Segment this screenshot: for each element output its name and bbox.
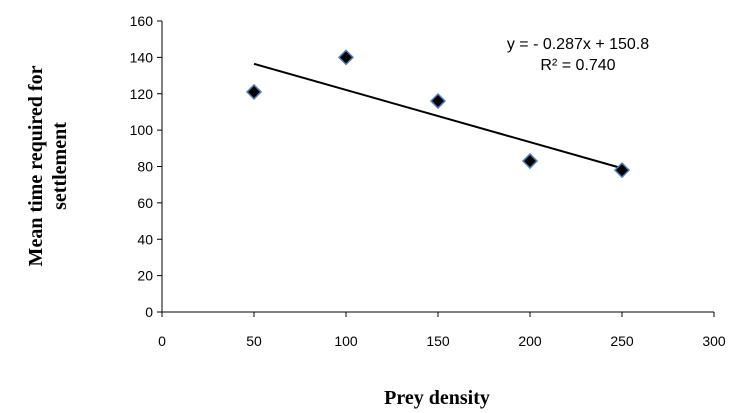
data-point-diamond bbox=[613, 162, 631, 179]
y-tick-label: 140 bbox=[130, 49, 154, 65]
y-tick-label: 0 bbox=[145, 304, 153, 320]
data-point-diamond bbox=[245, 83, 263, 100]
x-tick-label: 100 bbox=[334, 333, 358, 349]
y-axis-title-line-2: settlement bbox=[49, 122, 71, 210]
y-tick-label: 80 bbox=[137, 159, 153, 175]
x-tick-label: 150 bbox=[426, 333, 450, 349]
y-axis-ticks: 0 20 40 60 80 100 120 140 160 bbox=[130, 13, 162, 320]
x-tick-label: 200 bbox=[518, 333, 542, 349]
x-axis-ticks: 0 50 100 150 200 250 300 bbox=[158, 312, 726, 349]
linear-trendline bbox=[253, 62, 623, 170]
y-tick-label: 20 bbox=[137, 268, 153, 284]
data-points bbox=[245, 49, 631, 179]
x-tick-label: 300 bbox=[702, 333, 726, 349]
y-tick-label: 40 bbox=[137, 231, 153, 247]
x-tick-label: 0 bbox=[158, 333, 166, 349]
x-axis-title: Prey density bbox=[384, 387, 490, 409]
axes bbox=[161, 21, 714, 313]
trendline-r-squared: R² = 0.740 bbox=[540, 57, 615, 74]
trendline-group bbox=[253, 62, 623, 170]
x-tick-label: 50 bbox=[246, 333, 262, 349]
y-tick-label: 60 bbox=[137, 195, 153, 211]
y-tick-label: 100 bbox=[130, 122, 154, 138]
trendline-equation: y = - 0.287x + 150.8 bbox=[507, 36, 649, 53]
y-tick-label: 160 bbox=[130, 13, 154, 29]
data-point-diamond bbox=[521, 152, 539, 170]
data-point-diamond bbox=[337, 49, 355, 66]
data-point-diamond bbox=[429, 92, 447, 110]
y-axis-title-line-1: Mean time required for bbox=[25, 65, 47, 266]
y-tick-label: 120 bbox=[130, 86, 154, 102]
x-tick-label: 250 bbox=[610, 333, 634, 349]
